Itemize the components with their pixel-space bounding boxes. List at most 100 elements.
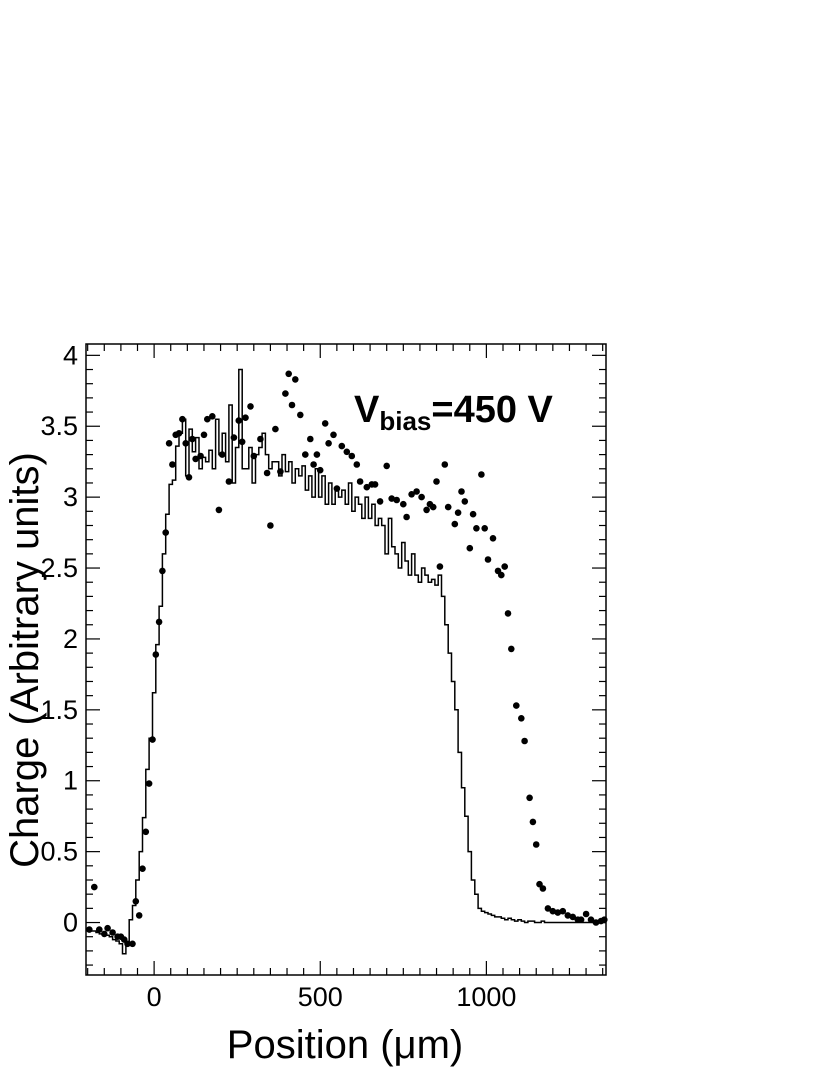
data-point — [518, 715, 525, 722]
data-point — [393, 496, 401, 504]
data-point — [182, 440, 189, 447]
data-point — [521, 737, 528, 745]
data-point — [454, 509, 462, 516]
data-point — [197, 452, 204, 460]
data-point — [469, 510, 477, 518]
data-point — [577, 916, 585, 923]
data-point — [189, 435, 196, 443]
data-point — [257, 435, 264, 443]
data-point — [403, 513, 410, 521]
data-point — [353, 461, 361, 468]
data-point — [348, 452, 356, 460]
data-point — [242, 414, 249, 422]
data-point — [564, 912, 572, 919]
data-point — [539, 885, 547, 892]
y-tick-label: 1.5 — [40, 695, 78, 725]
data-point — [466, 544, 474, 552]
data-point — [282, 390, 289, 397]
data-point — [429, 503, 437, 511]
annotation-suffix: =450 V — [431, 389, 553, 431]
data-points — [86, 370, 608, 948]
data-point — [297, 411, 304, 419]
data-point — [601, 916, 608, 923]
x-tick-label: 500 — [298, 982, 343, 1012]
data-point — [238, 438, 246, 446]
data-point — [408, 491, 415, 498]
data-point — [313, 451, 321, 458]
data-point — [277, 468, 284, 475]
data-point — [363, 483, 371, 491]
data-point — [86, 926, 93, 933]
data-point — [272, 425, 279, 433]
x-tick-label: 1000 — [456, 982, 516, 1012]
data-point — [529, 818, 537, 826]
data-point — [554, 909, 562, 916]
data-point — [310, 461, 317, 468]
data-point — [307, 435, 314, 443]
data-point — [330, 431, 337, 439]
data-point — [104, 924, 111, 932]
data-point — [433, 478, 440, 485]
data-point — [169, 461, 176, 468]
data-point — [142, 828, 150, 836]
y-tick-label: 2 — [63, 624, 78, 654]
data-point — [383, 462, 391, 470]
data-point — [451, 520, 459, 528]
data-point — [165, 440, 173, 447]
data-point — [159, 567, 166, 575]
data-point — [192, 455, 199, 463]
data-point — [250, 452, 258, 460]
y-tick-label: 3.5 — [40, 411, 78, 441]
data-point — [200, 431, 208, 439]
data-point — [526, 794, 533, 802]
data-point — [124, 940, 131, 948]
data-point — [129, 940, 136, 948]
y-axis-title: Charge (Arbitrary units) — [3, 452, 47, 868]
data-point — [481, 525, 489, 532]
annotation-main: V — [354, 389, 380, 431]
data-point — [498, 571, 505, 579]
data-point — [267, 522, 274, 529]
data-point — [225, 478, 233, 485]
data-point — [185, 474, 193, 481]
data-point — [302, 451, 309, 458]
data-point — [436, 563, 444, 570]
data-point — [423, 506, 430, 514]
data-point — [285, 370, 293, 378]
data-point — [325, 440, 332, 447]
data-point — [371, 481, 379, 488]
data-point — [569, 913, 577, 921]
y-tick-label: 0 — [63, 908, 78, 938]
data-point — [478, 471, 485, 478]
data-point — [109, 929, 116, 936]
data-point — [413, 488, 420, 495]
data-point — [544, 905, 552, 912]
y-tick-label: 0.5 — [40, 837, 78, 867]
data-point — [145, 780, 153, 787]
annotation-subscript: bias — [379, 406, 431, 436]
data-point — [461, 498, 469, 505]
data-point — [356, 478, 364, 485]
data-point — [444, 503, 452, 511]
data-point — [152, 651, 160, 658]
tick-labels: 0 500 1000 0 0.5 1 1.5 2 2.5 3 3.5 4 — [40, 340, 516, 1012]
data-point — [400, 500, 407, 508]
data-point — [501, 563, 509, 570]
data-point — [162, 529, 169, 536]
y-tick-label: 4 — [63, 340, 78, 370]
data-point — [101, 930, 108, 938]
data-point — [376, 498, 384, 505]
data-point — [215, 506, 223, 514]
data-point — [592, 919, 600, 926]
data-point — [343, 448, 351, 456]
data-point — [292, 376, 299, 383]
data-point — [513, 702, 520, 709]
plot-frame — [85, 343, 607, 976]
data-point — [288, 401, 296, 409]
data-point — [582, 910, 590, 918]
data-point — [247, 403, 254, 410]
data-point — [473, 525, 480, 532]
data-point — [388, 495, 396, 502]
data-point — [139, 865, 146, 872]
